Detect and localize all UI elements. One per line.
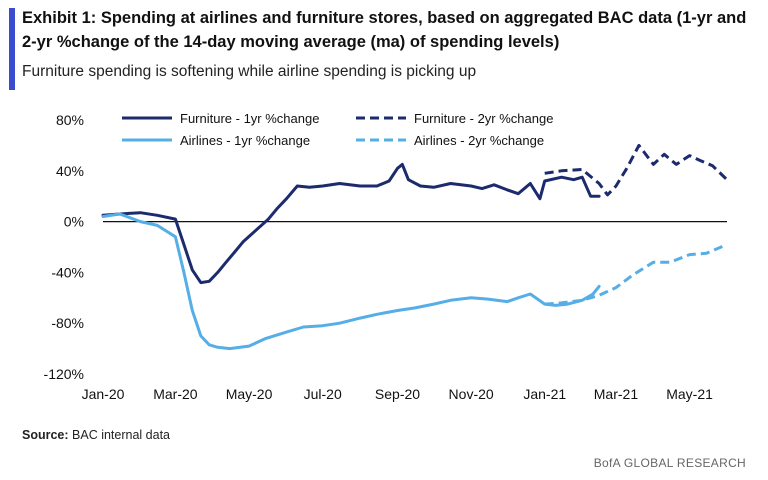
y-tick-label: -80% bbox=[51, 315, 84, 331]
series-line-airlines-1yr-change bbox=[101, 212, 601, 351]
brand-footer: BofA GLOBAL RESEARCH bbox=[593, 456, 746, 470]
legend-entry-label: Airlines - 2yr %change bbox=[414, 133, 544, 148]
y-tick-label: 40% bbox=[56, 163, 84, 179]
x-tick-label: May-21 bbox=[666, 386, 713, 402]
y-axis: 80% 40% 0% -40% -80% -120% bbox=[44, 112, 84, 382]
x-tick-label: Sep-20 bbox=[375, 386, 420, 402]
legend-entry-label: Airlines - 1yr %change bbox=[180, 133, 310, 148]
accent-bar bbox=[9, 8, 15, 90]
x-tick-label: May-20 bbox=[226, 386, 273, 402]
y-tick-label: -120% bbox=[44, 366, 84, 382]
x-tick-label: Mar-20 bbox=[153, 386, 198, 402]
x-tick-label: Mar-21 bbox=[594, 386, 639, 402]
x-tick-label: Jan-21 bbox=[523, 386, 566, 402]
y-tick-label: 80% bbox=[56, 112, 84, 128]
x-tick-label: Jul-20 bbox=[304, 386, 342, 402]
series-line-furniture-1yr-change bbox=[101, 162, 601, 285]
legend-entry-label: Furniture - 1yr %change bbox=[180, 111, 319, 126]
source-text: BAC internal data bbox=[72, 428, 171, 442]
x-tick-label: Jan-20 bbox=[82, 386, 125, 402]
x-tick-label: Nov-20 bbox=[449, 386, 494, 402]
chart-title: Exhibit 1: Spending at airlines and furn… bbox=[22, 9, 747, 51]
source-label: Source: bbox=[22, 428, 69, 442]
legend-entry-label: Furniture - 2yr %change bbox=[414, 111, 553, 126]
chart-subtitle: Furniture spending is softening while ai… bbox=[22, 63, 477, 80]
series-line-furniture-2yr-change bbox=[544, 143, 729, 197]
source-note: Source: BAC internal data bbox=[22, 428, 170, 442]
x-axis: Jan-20 Mar-20 May-20 Jul-20 Sep-20 Nov-20 Jan-… bbox=[82, 386, 714, 402]
series-layer bbox=[101, 143, 729, 351]
legend: Furniture - 1yr %change Furniture - 2yr %… bbox=[122, 111, 553, 148]
series-line-airlines-2yr-change bbox=[544, 243, 728, 306]
y-tick-label: -40% bbox=[51, 264, 84, 280]
y-tick-label: 0% bbox=[64, 214, 84, 230]
